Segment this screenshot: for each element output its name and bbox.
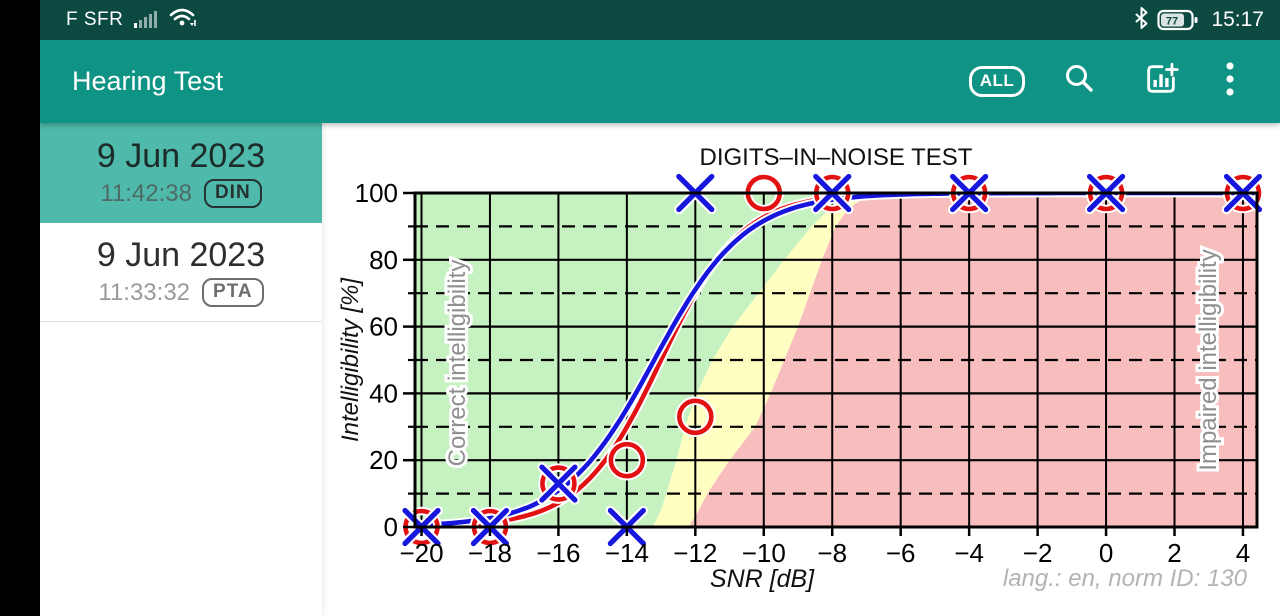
svg-text:0: 0 — [1099, 538, 1113, 568]
svg-text:−6: −6 — [886, 538, 916, 568]
impaired-region-label: Impaired intelligibility — [1195, 249, 1222, 470]
y-axis-label: Intelligibility [%] — [337, 277, 364, 442]
svg-text:20: 20 — [369, 445, 398, 475]
svg-text:−20: −20 — [399, 538, 443, 568]
svg-text:−10: −10 — [742, 538, 786, 568]
clock-label: 15:17 — [1211, 8, 1264, 31]
din-chart-svg: −20 −18 −16 −14 −12 −10 −8 −6 −4 −2 0 2 402040608010… — [337, 144, 1265, 593]
x-axis-label: SNR [dB] — [710, 565, 815, 593]
svg-text:−18: −18 — [468, 538, 512, 568]
axis-ticks: −20 −18 −16 −14 −12 −10 −8 −6 −4 −2 0 2 402040608010… — [355, 178, 1251, 568]
test-time: 11:33:32 — [98, 278, 191, 306]
search-icon — [1062, 62, 1096, 101]
chart-title: DIGITS–IN–NOISE TEST — [700, 144, 973, 171]
svg-text:60: 60 — [369, 312, 398, 342]
svg-text:100: 100 — [355, 178, 398, 208]
history-item-din[interactable]: 9 Jun 2023 11:42:38 DIN — [40, 123, 322, 223]
svg-text:0: 0 — [384, 512, 398, 542]
add-chart-button[interactable] — [1120, 60, 1202, 103]
history-item-pta[interactable]: 9 Jun 2023 11:33:32 PTA — [40, 223, 322, 322]
svg-text:40: 40 — [369, 378, 398, 408]
app-title: Hearing Test — [72, 66, 224, 96]
chart-add-icon — [1142, 60, 1180, 103]
app-bar: Hearing Test ALL — [40, 40, 1280, 123]
filter-all-button[interactable]: ALL — [956, 66, 1038, 97]
wifi-icon — [169, 6, 199, 35]
carrier-label: F SFR — [66, 9, 124, 30]
test-date: 9 Jun 2023 — [96, 136, 266, 175]
camera-notch-strip — [0, 0, 40, 616]
test-history-list: 9 Jun 2023 11:42:38 DIN 9 Jun 2023 11:33… — [40, 123, 322, 616]
signal-strength-icon — [133, 7, 159, 34]
svg-text:4: 4 — [1236, 538, 1250, 568]
din-result-chart: −20 −18 −16 −14 −12 −10 −8 −6 −4 −2 0 2 4 0 20 40 60 80 10… — [322, 123, 1280, 616]
svg-text:−14: −14 — [605, 538, 649, 568]
svg-text:80: 80 — [369, 245, 398, 275]
search-button[interactable] — [1038, 62, 1120, 101]
svg-text:−8: −8 — [817, 538, 847, 568]
battery-percent-text: 77 — [1166, 16, 1178, 28]
svg-text:−4: −4 — [954, 538, 984, 568]
battery-icon: 77 — [1157, 8, 1199, 32]
svg-text:−12: −12 — [673, 538, 717, 568]
svg-text:−2: −2 — [1023, 538, 1053, 568]
grid-lines — [415, 193, 1257, 527]
svg-text:−16: −16 — [536, 538, 580, 568]
test-type-badge: PTA — [202, 278, 264, 308]
test-time: 11:42:38 — [100, 179, 192, 207]
bluetooth-icon — [1134, 6, 1149, 35]
correct-region-label: Correct intelligibility — [444, 260, 471, 467]
kebab-menu-icon — [1225, 61, 1235, 102]
status-bar: F SFR — [40, 0, 1280, 40]
overflow-menu-button[interactable] — [1202, 61, 1258, 102]
norm-footnote: lang.: en, norm ID: 130 — [1003, 565, 1248, 592]
test-date: 9 Jun 2023 — [96, 235, 266, 274]
svg-text:2: 2 — [1167, 538, 1181, 568]
test-type-badge: DIN — [203, 179, 262, 209]
